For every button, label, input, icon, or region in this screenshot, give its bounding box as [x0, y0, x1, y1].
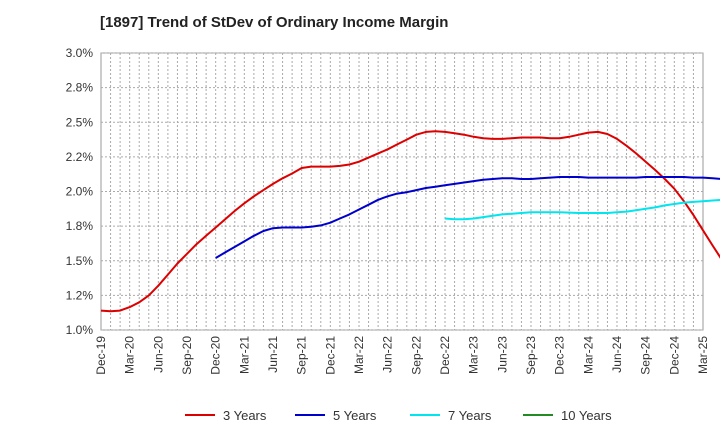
y-tick-label: 3.0%	[66, 46, 94, 60]
x-tick-label: Dec-21	[323, 336, 337, 375]
x-tick-label: Dec-22	[438, 336, 452, 375]
series-line-5-years	[215, 176, 720, 259]
x-tick-label: Sep-24	[639, 336, 653, 375]
x-tick-label: Jun-22	[381, 336, 395, 373]
y-tick-label: 1.2%	[66, 288, 94, 302]
legend-label: 5 Years	[333, 408, 377, 423]
y-tick-label: 2.2%	[66, 150, 94, 164]
series-line-7-years	[444, 198, 720, 221]
x-tick-label: Sep-23	[524, 336, 538, 375]
x-tick-label: Mar-25	[696, 336, 710, 374]
legend: 3 Years 5 Years 7 Years 10 Years	[185, 408, 612, 423]
y-axis: 3.0% 2.8% 2.5% 2.2% 2.0% 1.8% 1.5% 1.2% 1.0%	[66, 46, 94, 337]
x-tick-label: Dec-19	[94, 336, 108, 375]
legend-label: 3 Years	[223, 408, 267, 423]
grid	[101, 52, 703, 331]
series-layer	[100, 130, 720, 313]
y-tick-label: 2.8%	[66, 81, 94, 95]
legend-label: 10 Years	[561, 408, 612, 423]
x-tick-label: Dec-23	[553, 336, 567, 375]
legend-label: 7 Years	[448, 408, 492, 423]
x-tick-label: Mar-24	[581, 336, 595, 374]
y-tick-label: 1.8%	[66, 219, 94, 233]
y-tick-label: 2.5%	[66, 115, 94, 129]
y-tick-label: 1.5%	[66, 254, 94, 268]
x-tick-label: Dec-24	[667, 336, 681, 375]
y-tick-label: 2.0%	[66, 185, 94, 199]
x-tick-label: Sep-20	[180, 336, 194, 375]
x-tick-label: Jun-20	[151, 336, 165, 373]
x-tick-label: Jun-21	[266, 336, 280, 373]
x-tick-label: Mar-20	[123, 336, 137, 374]
x-tick-label: Jun-23	[495, 336, 509, 373]
x-tick-label: Sep-21	[295, 336, 309, 375]
chart-title: [1897] Trend of StDev of Ordinary Income…	[100, 14, 449, 31]
x-tick-label: Sep-22	[409, 336, 423, 375]
x-tick-label: Dec-20	[209, 336, 223, 375]
x-tick-label: Mar-23	[467, 336, 481, 374]
x-tick-label: Jun-24	[610, 336, 624, 373]
x-axis: Dec-19 Mar-20 Jun-20 Sep-20 Dec-20 Mar-21 Jun-…	[94, 336, 710, 375]
x-tick-label: Mar-22	[352, 336, 366, 374]
x-tick-label: Mar-21	[237, 336, 251, 374]
series-line-3-years	[100, 130, 720, 313]
y-tick-label: 1.0%	[66, 323, 94, 337]
